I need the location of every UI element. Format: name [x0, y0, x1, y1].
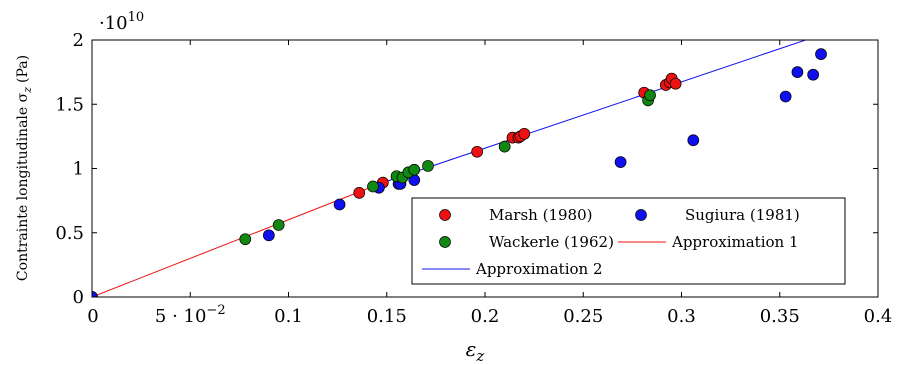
legend-label: Wackerle (1962) [489, 233, 614, 251]
data-point-s3-7 [408, 163, 421, 176]
series-line-5 [382, 40, 808, 184]
x-tick-label: 0.2 [471, 306, 500, 327]
x-tick-label: 0 [87, 306, 98, 327]
x-axis-title-symbol: ε [466, 337, 477, 361]
svg-text:·1010: ·1010 [99, 10, 144, 34]
data-point-s2-1 [92, 291, 98, 297]
data-point-s3-3 [367, 180, 379, 193]
legend-entry-2: Sugiura (1981) [635, 206, 800, 224]
data-point-s2-12 [807, 68, 820, 81]
tick-layer: 0 5 · 10−2 0.1 0.15 0.2 0.25 0.3 0.35 0.4 0 0.5 1 1.… [55, 30, 892, 327]
legend-entry-5: Approximation 2 [422, 260, 603, 278]
legend-marker [635, 209, 647, 221]
legend-entry-3: Wackerle (1962) [439, 233, 614, 251]
data-point-s3-2 [272, 219, 285, 231]
y-axis-title: Contrainte longitudinale σz (Pa) [15, 55, 34, 281]
data-point-s1-13 [669, 77, 682, 90]
data-point-s2-11 [791, 66, 804, 78]
legend: Marsh (1980) Sugiura (1981) Wackerle (1962… [411, 197, 846, 285]
data-point-s3-8 [422, 160, 434, 172]
data-point-s2-9 [687, 134, 700, 147]
y-tick-label: 0 [73, 287, 84, 308]
y-axis-title-subscript: z [21, 87, 34, 94]
x-tick-label: 0.15 [367, 306, 407, 327]
data-point-s3-11 [644, 89, 656, 102]
x-tick-label: 0.25 [563, 306, 603, 327]
y-axis-multiplier-exponent: 10 [128, 10, 145, 25]
legend-label: Approximation 2 [475, 260, 603, 278]
legend-label: Marsh (1980) [489, 206, 592, 224]
data-point-s2-2 [263, 229, 275, 242]
legend-label: Approximation 1 [671, 233, 799, 251]
x-tick-label: 5 · 10−2 [155, 303, 226, 327]
legend-box [411, 197, 846, 285]
x-tick-label: 0.3 [667, 306, 696, 327]
data-point-s1-8 [518, 127, 531, 140]
y-tick-label: 2 [73, 30, 84, 51]
legend-label: Sugiura (1981) [685, 206, 800, 224]
y-axis-multiplier: ·1010 [99, 10, 144, 34]
data-point-s2-13 [815, 48, 827, 60]
x-tick-label: 0.35 [760, 306, 800, 327]
legend-entry-1: Marsh (1980) [439, 206, 592, 224]
legend-items: Marsh (1980) Sugiura (1981) Wackerle (1962… [422, 206, 800, 278]
data-point-s1-4 [471, 145, 483, 158]
x-tick-label: 0.4 [864, 306, 893, 327]
legend-marker [439, 209, 451, 221]
series-line-4 [92, 182, 384, 297]
data-point-s1-2 [353, 187, 366, 199]
svg-text:εz: εz [466, 337, 485, 365]
svg-text:Contrainte longitudinale σz(Pa: Contrainte longitudinale σz (Pa) [15, 55, 34, 281]
x-axis-title-subscript: z [475, 347, 484, 365]
data-point-s2-3 [333, 198, 346, 211]
x-axis-title: εz [466, 337, 485, 365]
data-point-s3-9 [498, 140, 511, 153]
y-tick-label: 1.5 [55, 94, 84, 115]
legend-entry-4: Approximation 1 [618, 233, 799, 251]
y-tick-label: 0.5 [55, 223, 84, 244]
data-point-s2-10 [779, 90, 792, 103]
legend-marker [439, 236, 451, 248]
y-tick-label: 1 [73, 159, 84, 180]
data-point-s3-1 [239, 233, 252, 246]
y-axis-multiplier-base: ·10 [99, 13, 128, 34]
y-axis-title-unit: (Pa) [15, 55, 31, 83]
data-point-s2-8 [614, 156, 627, 168]
series-layer [92, 40, 827, 297]
x-tick-label: 0.1 [274, 306, 303, 327]
y-axis-title-text: Contrainte longitudinale σ [15, 92, 31, 281]
